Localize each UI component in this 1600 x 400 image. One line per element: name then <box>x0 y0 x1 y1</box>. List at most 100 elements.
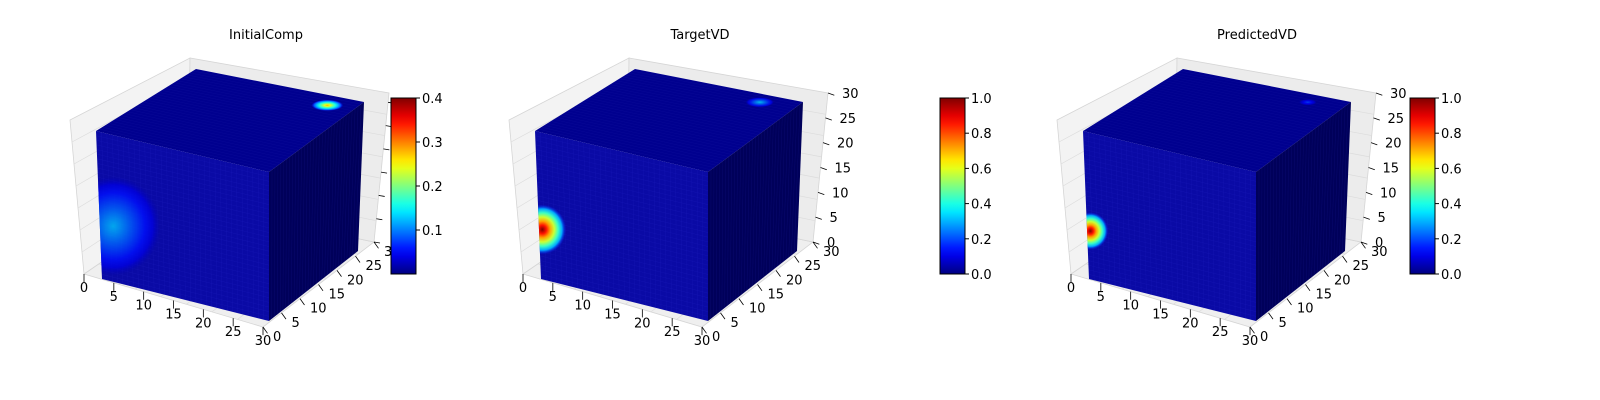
voxel-edge <box>1086 214 1257 257</box>
z-axis-tick-mark <box>825 117 832 121</box>
voxel-edge <box>318 132 323 282</box>
z-axis-tick-mark <box>1365 191 1373 195</box>
voxel-edge <box>1266 163 1269 313</box>
y-axis-tick-label: 15 <box>1316 288 1333 303</box>
voxel-edge <box>730 154 732 304</box>
cube-right-face <box>269 102 364 321</box>
voxel-edge <box>1339 106 1346 256</box>
y-axis-tick-label: 10 <box>1297 302 1314 317</box>
voxel-edge <box>540 260 709 303</box>
voxel-edge <box>252 168 254 318</box>
voxel-edge <box>653 159 657 308</box>
y-axis-tick-label: 10 <box>310 302 327 317</box>
voxel-edge <box>599 146 604 295</box>
hotspot-front <box>96 176 161 276</box>
voxel-edge <box>610 148 615 298</box>
voxel-edge <box>1167 78 1337 114</box>
voxel-edge <box>537 200 709 243</box>
voxel-edge <box>539 237 709 280</box>
voxel-edge <box>749 139 753 289</box>
colorbar-tick-label: 0.1 <box>422 224 443 239</box>
z-axis-tick-mark <box>383 148 390 151</box>
voxel-edge <box>1342 104 1349 254</box>
voxel-edge <box>1239 168 1241 318</box>
voxel-edge <box>1088 132 1095 281</box>
y-axis-tick-label: 25 <box>805 259 822 274</box>
voxel-edge <box>302 145 305 295</box>
y-axis-tick-mark <box>812 241 818 249</box>
voxel-edge <box>114 119 287 160</box>
voxel-edge <box>621 151 625 301</box>
voxel-edge <box>307 141 311 291</box>
voxel-edge <box>349 108 356 258</box>
z-axis-tick-mark <box>820 167 827 171</box>
voxel-edge <box>1095 123 1268 164</box>
colorbar-tick-label: 0.6 <box>971 162 992 177</box>
voxel-edge <box>763 128 768 278</box>
z-axis-tick-label: 20 <box>837 137 854 152</box>
voxel-edge <box>1145 92 1316 129</box>
x-axis-tick-label: 20 <box>634 316 651 331</box>
y-axis-tick-mark <box>355 255 361 263</box>
voxel-edge <box>738 147 741 297</box>
voxel-edge <box>1158 148 1163 298</box>
voxel-edge <box>553 119 726 160</box>
voxel-edge <box>1086 223 1257 266</box>
voxel-edge <box>155 93 326 131</box>
voxel-edge <box>241 165 244 315</box>
colorbar-tick-label: 0.0 <box>971 268 992 283</box>
y-axis-tick-label: 0 <box>273 330 281 345</box>
voxel-edge <box>782 112 789 262</box>
voxel-edge <box>637 155 641 304</box>
y-axis-tick-label: 0 <box>712 330 720 345</box>
hotspot-top <box>745 97 775 108</box>
voxel-edge <box>1093 133 1100 282</box>
z-axis-tick-label: 0 <box>827 236 835 251</box>
voxel-edge <box>588 143 594 293</box>
voxel-edge <box>1163 150 1168 299</box>
voxel-edge <box>584 99 756 138</box>
z-axis-tick-mark <box>827 92 835 96</box>
voxel-edge <box>310 139 314 289</box>
voxel-edge <box>1154 86 1325 122</box>
voxel-edge <box>1264 165 1266 315</box>
voxel-edge <box>578 103 750 142</box>
voxel-edge <box>101 269 270 312</box>
voxel-edge <box>588 97 759 136</box>
voxel-edge <box>578 141 583 290</box>
voxel-edge <box>741 145 744 295</box>
z-axis-tick-label: 15 <box>835 162 852 177</box>
voxel-edge <box>1085 204 1257 247</box>
voxel-edge <box>1333 110 1340 260</box>
voxel-edge <box>117 117 290 157</box>
voxel-edge <box>724 158 727 308</box>
voxel-edge <box>1109 137 1116 286</box>
voxel-edge <box>120 115 293 155</box>
voxel-edge <box>648 157 651 307</box>
voxel-edge <box>108 123 281 164</box>
voxel-edge <box>291 154 293 304</box>
voxel-edge <box>664 161 667 311</box>
voxel-edge <box>313 136 317 287</box>
voxel-edge <box>680 165 683 315</box>
z-axis-tick-mark <box>1368 167 1375 171</box>
voxel-edge <box>642 156 646 306</box>
y-axis-tick-mark <box>738 298 744 306</box>
voxel-edge <box>632 154 636 303</box>
voxel-edge <box>559 115 732 155</box>
voxel-edge <box>1291 143 1295 293</box>
voxel-edge <box>1289 145 1292 295</box>
x-axis-tick-label: 20 <box>195 316 212 331</box>
voxel-edge <box>1142 93 1313 131</box>
z-axis-tick-mark <box>817 191 825 195</box>
voxel-edge <box>1196 157 1199 307</box>
y-axis-tick-mark <box>1249 326 1255 334</box>
cube-top-face <box>535 69 803 172</box>
voxel-edge <box>1169 151 1173 301</box>
voxel-edge <box>1131 142 1137 291</box>
voxel-edge <box>556 136 563 285</box>
voxel-edge <box>594 93 765 131</box>
cube-right-face <box>708 102 803 321</box>
